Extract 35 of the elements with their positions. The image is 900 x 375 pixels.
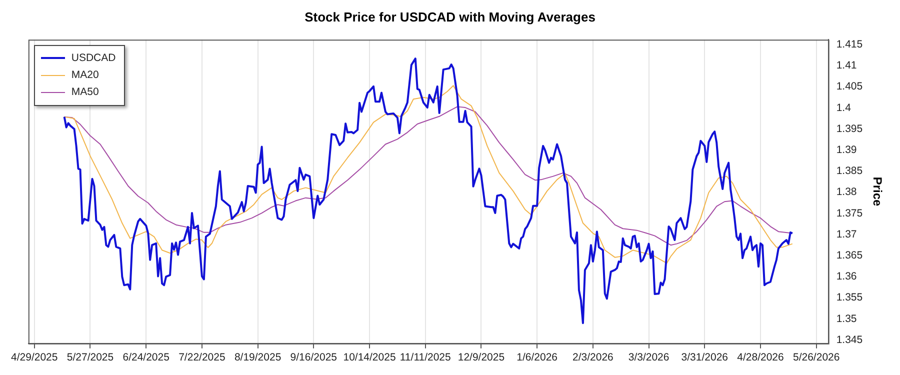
x-tick-label: 3/3/2026 bbox=[628, 352, 670, 364]
y-tick-label: 1.405 bbox=[836, 80, 863, 93]
chart-title: Stock Price for USDCAD with Moving Averages bbox=[304, 9, 596, 24]
y-tick-label: 1.365 bbox=[836, 250, 863, 262]
x-tick-label: 12/9/2025 bbox=[458, 352, 505, 364]
x-tick-label: 2/3/2026 bbox=[572, 352, 614, 364]
x-tick-label: 11/11/2025 bbox=[400, 352, 452, 364]
y-tick-label: 1.36 bbox=[836, 270, 857, 283]
y-tick-label: 1.37 bbox=[836, 228, 857, 240]
x-tick-label: 5/26/2026 bbox=[792, 352, 840, 364]
y-tick-label: 1.41 bbox=[836, 60, 857, 72]
y-tick-label: 1.38 bbox=[836, 186, 857, 198]
x-tick-label: 5/27/2025 bbox=[66, 352, 114, 364]
x-tick-label: 4/29/2025 bbox=[11, 352, 58, 364]
y-tick-label: 1.345 bbox=[836, 334, 863, 346]
y-tick-label: 1.35 bbox=[836, 312, 857, 325]
y-tick-label: 1.39 bbox=[836, 144, 857, 156]
y-tick-label: 1.4 bbox=[836, 102, 852, 114]
x-tick-label: 1/6/2026 bbox=[516, 352, 558, 364]
y-tick-label: 1.415 bbox=[836, 38, 863, 51]
y-tick-label: 1.385 bbox=[836, 165, 863, 178]
x-tick-label: 4/28/2026 bbox=[737, 352, 784, 364]
x-tick-label: 8/19/2025 bbox=[234, 352, 282, 364]
legend-label: USDCAD bbox=[71, 52, 116, 64]
x-tick-label: 6/24/2025 bbox=[122, 352, 170, 364]
y-tick-label: 1.395 bbox=[836, 122, 863, 135]
legend-label: MA50 bbox=[71, 86, 99, 98]
x-tick-label: 9/16/2025 bbox=[290, 352, 338, 364]
y-axis-title: Price bbox=[870, 176, 884, 206]
x-tick-label: 10/14/2025 bbox=[343, 352, 396, 364]
x-tick-label: 3/31/2026 bbox=[681, 352, 728, 364]
x-tick-label: 7/22/2025 bbox=[178, 352, 226, 364]
legend-label: MA20 bbox=[71, 69, 99, 82]
y-tick-label: 1.355 bbox=[836, 292, 863, 304]
y-tick-label: 1.375 bbox=[836, 207, 863, 220]
